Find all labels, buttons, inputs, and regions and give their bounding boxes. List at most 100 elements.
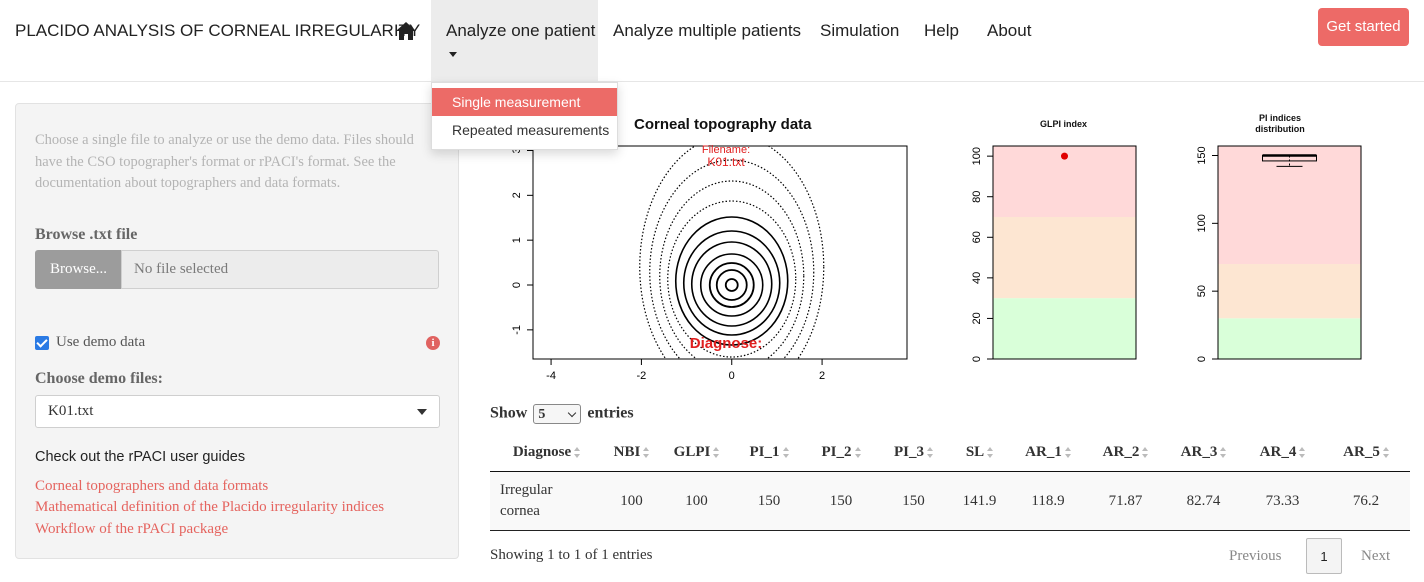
y-tick-label: 0 bbox=[1196, 356, 1208, 362]
column-header-label: Diagnose bbox=[512, 444, 572, 460]
column-header-ar-3[interactable]: AR_3 bbox=[1164, 434, 1243, 472]
column-header-pi-1[interactable]: PI_1 bbox=[733, 434, 805, 472]
table-cell: Irregular cornea bbox=[490, 471, 603, 531]
table-cell: 76.2 bbox=[1322, 471, 1410, 531]
show-label: Show bbox=[490, 404, 528, 422]
demo-file-select[interactable]: K01.txt bbox=[35, 395, 440, 428]
column-header-label: PI_1 bbox=[749, 444, 780, 460]
table-header-row: Diagnose NBI GLPI PI_1 PI_2 PI_3 SL AR_1 AR_2 AR_… bbox=[490, 434, 1410, 472]
link-topographers[interactable]: Corneal topographers and data formats bbox=[35, 478, 269, 494]
column-header-ar-5[interactable]: AR_5 bbox=[1322, 434, 1410, 472]
contour-ring bbox=[724, 278, 739, 292]
column-header-ar-4[interactable]: AR_4 bbox=[1243, 434, 1322, 472]
column-header-diagnose[interactable]: Diagnose bbox=[490, 434, 603, 472]
pi-dist-title-line1: PI indices bbox=[1258, 113, 1302, 123]
table-cell: 150 bbox=[877, 471, 950, 531]
analyze-dropdown-menu: Single measurement Repeated measurements bbox=[431, 82, 618, 150]
menu-item-single-measurement[interactable]: Single measurement bbox=[432, 88, 617, 116]
topography-frame bbox=[532, 145, 908, 360]
sort-icon bbox=[782, 446, 789, 459]
get-started-button[interactable]: Get started bbox=[1318, 8, 1409, 46]
nav-about[interactable]: About bbox=[987, 21, 1032, 40]
column-header-label: NBI bbox=[613, 444, 641, 460]
chevron-down-icon[interactable] bbox=[449, 52, 457, 57]
column-header-sl[interactable]: SL bbox=[950, 434, 1009, 472]
glpi-point bbox=[1061, 152, 1068, 160]
column-header-pi-2[interactable]: PI_2 bbox=[805, 434, 877, 472]
brand-title[interactable]: PLACIDO ANALYSIS OF CORNEAL IRREGULARITY bbox=[15, 21, 421, 40]
guides-title: Check out the rPACI user guides bbox=[35, 449, 246, 465]
check-icon bbox=[36, 336, 48, 348]
risk-band bbox=[1218, 264, 1361, 319]
column-header-ar-1[interactable]: AR_1 bbox=[1009, 434, 1087, 472]
info-icon[interactable]: i bbox=[426, 336, 440, 350]
column-header-label: AR_5 bbox=[1343, 444, 1380, 460]
chevron-down-icon bbox=[568, 408, 577, 418]
entries-label: entries bbox=[587, 404, 634, 422]
y-tick-label: 0 bbox=[971, 356, 983, 362]
contour-ring bbox=[708, 262, 755, 308]
y-tick-label: -1 bbox=[511, 325, 523, 335]
contour-ring bbox=[715, 269, 748, 301]
table-cell: 141.9 bbox=[950, 471, 1009, 531]
risk-band bbox=[993, 298, 1136, 359]
table-cell: 82.74 bbox=[1164, 471, 1243, 531]
use-demo-checkbox[interactable] bbox=[35, 336, 49, 350]
x-tick-label: 0 bbox=[729, 370, 735, 382]
previous-page-button[interactable]: Previous bbox=[1229, 548, 1282, 564]
x-tick-label: -4 bbox=[546, 370, 556, 382]
pi-dist-title-line2: distribution bbox=[1255, 124, 1305, 134]
menu-item-repeated-measurements[interactable]: Repeated measurements bbox=[452, 122, 610, 138]
y-tick-label: 100 bbox=[971, 147, 983, 165]
nav-analyze-one[interactable]: Analyze one patient bbox=[446, 21, 596, 40]
topography-plot: Filename: K01.txt Diagnose: -4 -2 0 2 -1 0 1 2 3 bbox=[511, 144, 908, 382]
y-tick-label: 100 bbox=[1196, 214, 1208, 232]
file-name-field[interactable]: No file selected bbox=[121, 250, 439, 289]
nav-help[interactable]: Help bbox=[924, 21, 959, 40]
sort-icon bbox=[927, 446, 933, 459]
choose-demo-label: Choose demo files: bbox=[35, 370, 163, 387]
sort-icon bbox=[574, 446, 581, 459]
sort-icon bbox=[1142, 446, 1149, 459]
home-icon[interactable] bbox=[395, 21, 417, 41]
page-1-button[interactable]: 1 bbox=[1306, 538, 1342, 574]
contour-ring bbox=[682, 230, 781, 336]
sort-icon bbox=[1382, 446, 1389, 459]
sort-icon bbox=[987, 446, 994, 459]
y-tick-label: 3 bbox=[511, 147, 523, 153]
contour-ring bbox=[699, 253, 764, 317]
risk-band bbox=[1218, 146, 1361, 265]
sidebar-panel: Choose a single file to analyze or use t… bbox=[15, 103, 459, 559]
entries-length-value: 5 bbox=[538, 407, 546, 422]
glpi-plot: 0 20 40 60 80 100 bbox=[971, 145, 1137, 362]
column-header-nbi[interactable]: NBI bbox=[603, 434, 660, 472]
table-cell: 118.9 bbox=[1009, 471, 1087, 531]
column-header-label: PI_3 bbox=[894, 444, 924, 460]
table-row: Irregular cornea 100 100 150 150 150 141.9 118.… bbox=[490, 471, 1410, 531]
contour-ring bbox=[659, 180, 805, 359]
column-header-glpi[interactable]: GLPI bbox=[660, 434, 733, 472]
link-workflow[interactable]: Workflow of the rPACI package bbox=[35, 521, 229, 537]
contour-ring bbox=[674, 216, 789, 346]
y-tick-label: 1 bbox=[511, 237, 523, 243]
column-header-label: PI_2 bbox=[821, 444, 852, 460]
contour-ring bbox=[639, 146, 825, 359]
plot-frame bbox=[1217, 145, 1362, 360]
use-demo-label[interactable]: Use demo data bbox=[56, 334, 146, 350]
table-cell: 100 bbox=[603, 471, 660, 531]
nav-simulation[interactable]: Simulation bbox=[820, 21, 900, 40]
topography-filename-label: Filename: bbox=[702, 144, 750, 156]
caret-down-icon bbox=[417, 409, 427, 415]
entries-length-select[interactable]: 5 bbox=[533, 404, 582, 424]
column-header-label: AR_1 bbox=[1025, 444, 1062, 460]
column-header-ar-2[interactable]: AR_2 bbox=[1087, 434, 1164, 472]
help-text: Choose a single file to analyze or use t… bbox=[35, 132, 414, 191]
browse-button[interactable]: Browse... bbox=[35, 250, 122, 289]
y-tick-label: 40 bbox=[971, 272, 983, 284]
column-header-label: GLPI bbox=[673, 444, 711, 460]
column-header-pi-3[interactable]: PI_3 bbox=[877, 434, 950, 472]
link-math-definition[interactable]: Mathematical definition of the Placido i… bbox=[35, 499, 385, 515]
next-page-button[interactable]: Next bbox=[1361, 548, 1391, 564]
contour-ring bbox=[649, 159, 815, 359]
nav-analyze-multiple[interactable]: Analyze multiple patients bbox=[613, 21, 802, 40]
